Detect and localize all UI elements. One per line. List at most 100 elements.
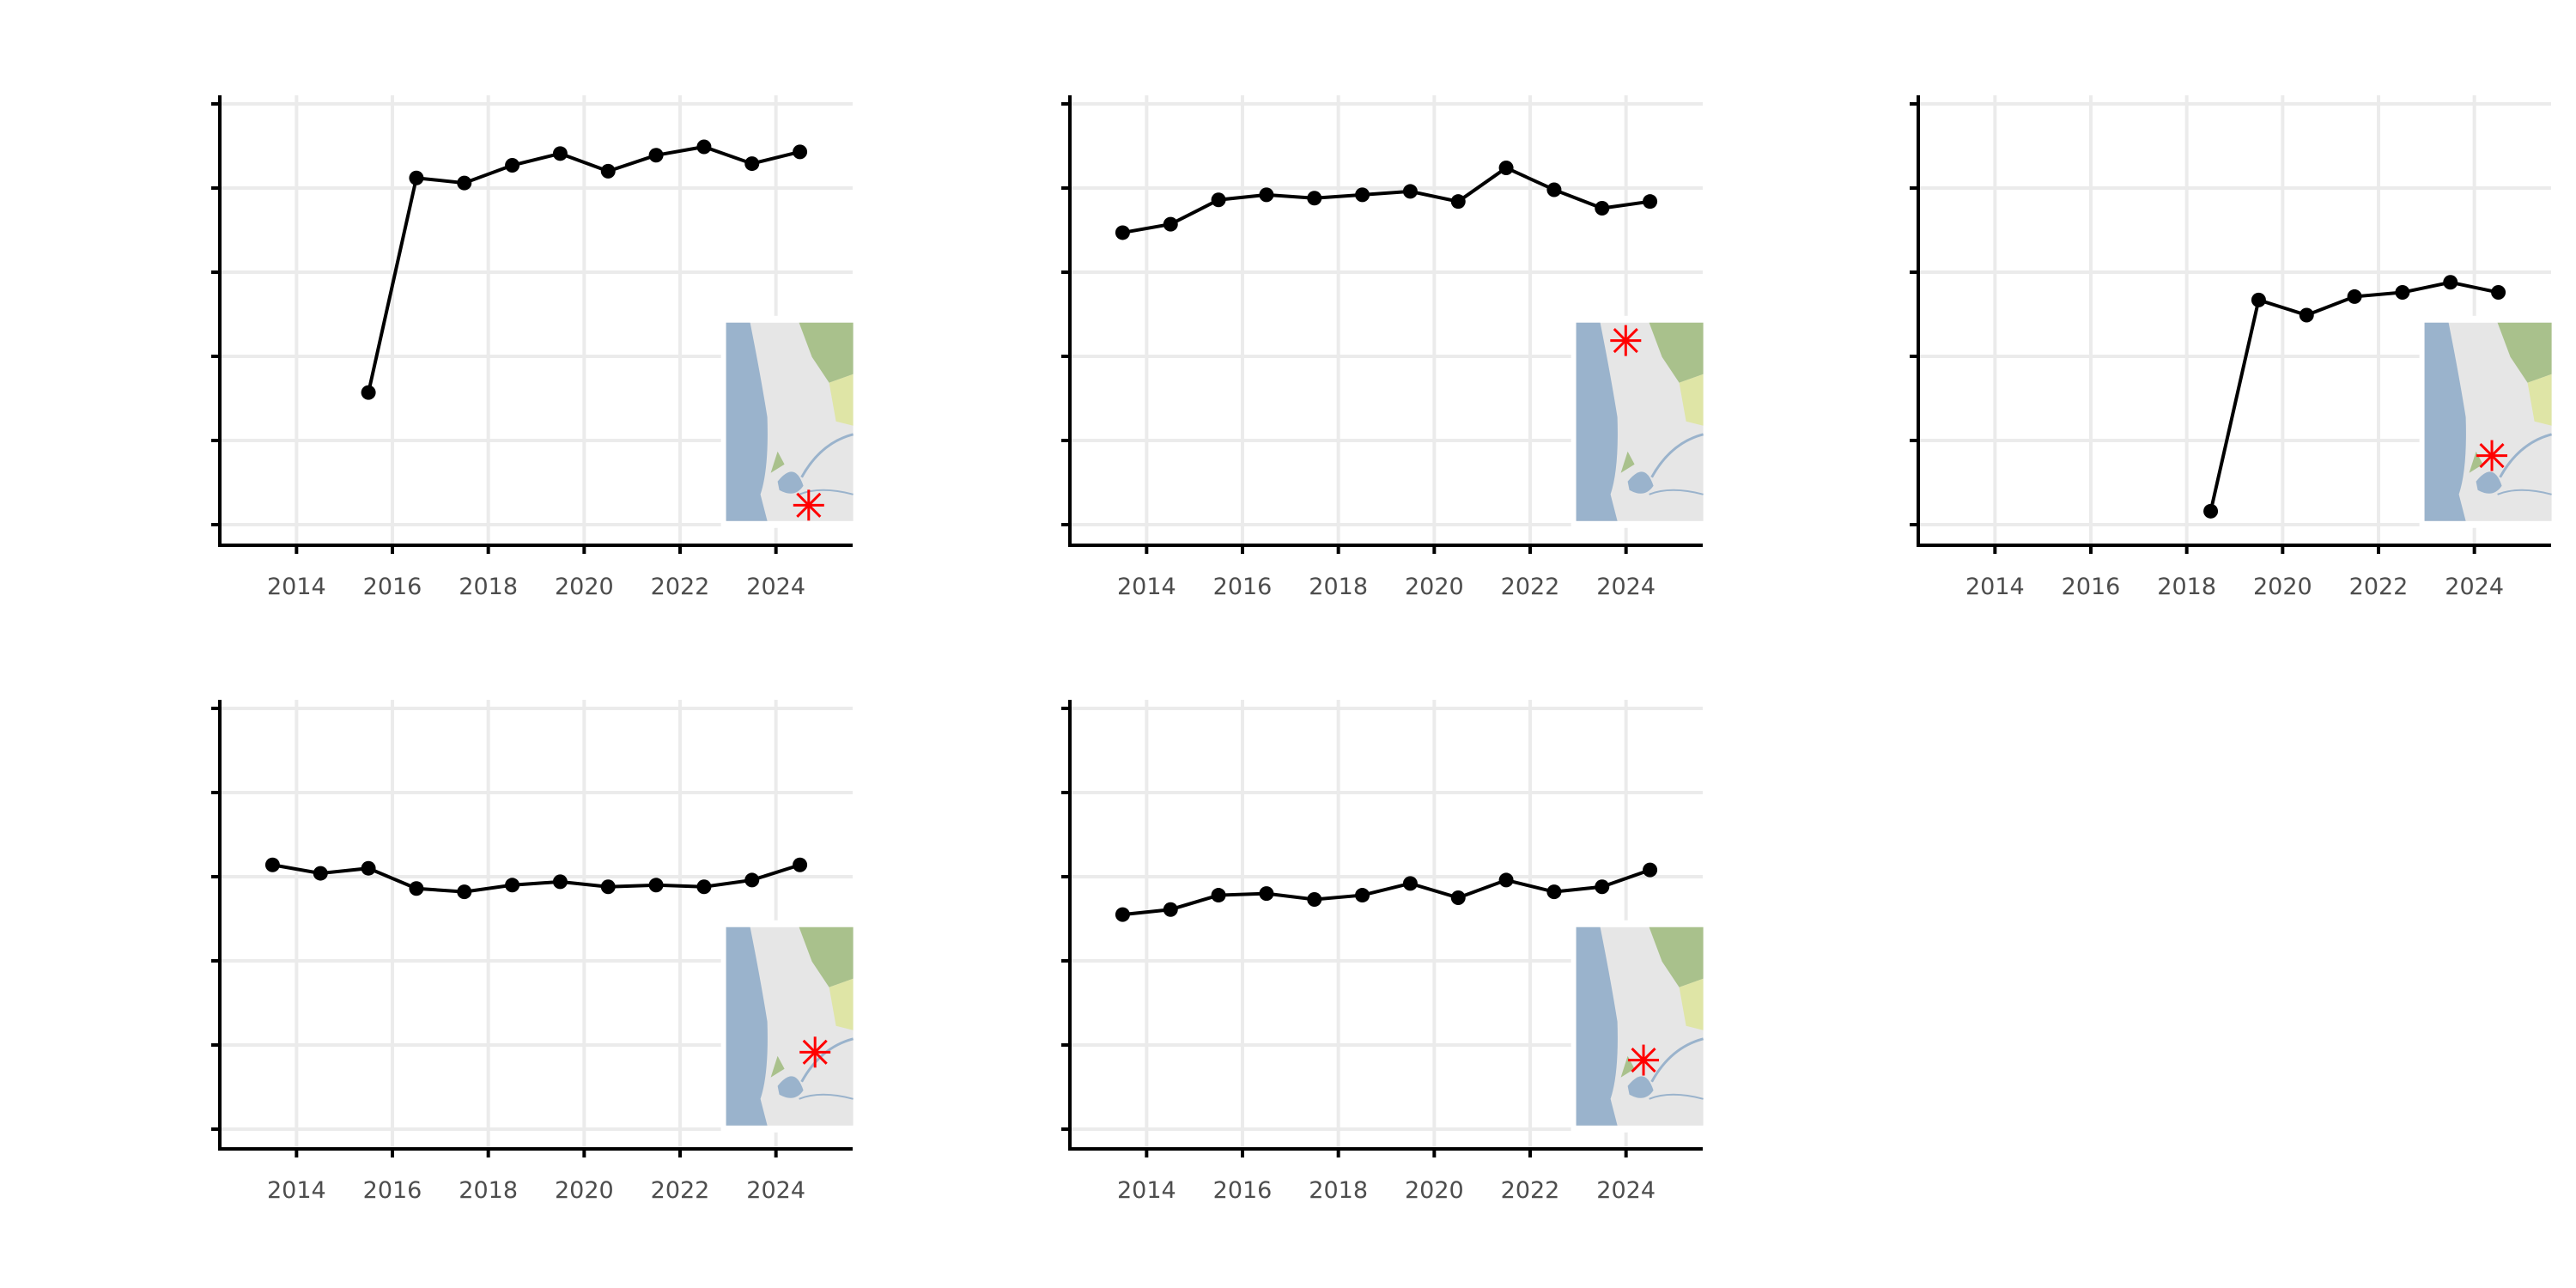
panel-4: 2014 2016 2018 2020 2022 2024	[211, 700, 859, 1204]
forest-patch	[1620, 1055, 1635, 1078]
data-point	[457, 884, 472, 900]
data-point	[1355, 187, 1370, 203]
data-point	[1450, 194, 1466, 210]
river	[1649, 489, 1704, 495]
data-point	[600, 163, 616, 179]
data-point	[1402, 184, 1418, 199]
data-point	[1402, 876, 1418, 891]
star-arm	[796, 492, 822, 518]
x-tick-label: 2016	[1213, 1177, 1273, 1204]
river	[800, 1037, 854, 1083]
x-tick-label: 2014	[267, 574, 326, 600]
sea-area	[1576, 322, 1618, 521]
data-point	[2395, 285, 2410, 301]
data-point	[2491, 285, 2506, 301]
sea-area	[726, 322, 768, 521]
star-arm	[802, 1039, 828, 1065]
inset-map	[1571, 920, 1709, 1133]
inset-map	[1571, 315, 1709, 528]
forest-patch	[770, 451, 785, 473]
inset-map	[2419, 315, 2557, 528]
data-point	[744, 872, 760, 888]
river	[1650, 433, 1704, 478]
scrub-area	[1679, 374, 1704, 426]
data-point	[457, 175, 472, 191]
data-point	[1355, 888, 1370, 903]
x-tick-label: 2024	[746, 1177, 805, 1204]
sea-area	[726, 927, 768, 1126]
x-tick-label: 2014	[1965, 574, 2025, 600]
data-point	[1546, 884, 1562, 900]
forest-area	[1649, 322, 1704, 383]
data-point	[1307, 191, 1322, 206]
data-point	[1163, 216, 1178, 232]
data-point	[2443, 275, 2458, 290]
data-point	[2251, 292, 2266, 307]
data-point	[793, 857, 808, 872]
x-tick-label: 2016	[363, 574, 422, 600]
x-tick-label: 2022	[1501, 574, 1560, 600]
data-point	[505, 878, 520, 893]
series-line	[272, 863, 801, 894]
estuary	[1627, 1076, 1654, 1098]
inset-map	[720, 920, 859, 1133]
forest-patch	[1620, 451, 1635, 473]
data-point	[361, 860, 376, 876]
data-point	[2347, 289, 2362, 304]
panel-5: 2014 2016 2018 2020 2022 2024	[1061, 700, 1709, 1204]
data-point	[1595, 201, 1610, 216]
series-line	[1122, 166, 1650, 234]
data-point	[2299, 307, 2314, 323]
data-point	[1115, 907, 1130, 922]
data-point	[1595, 879, 1610, 895]
data-point	[648, 878, 664, 893]
data-point	[409, 881, 424, 896]
river	[799, 1093, 854, 1100]
x-tick-label: 2022	[651, 1177, 710, 1204]
forest-patch	[2469, 451, 2483, 473]
data-point	[1115, 225, 1130, 240]
x-tick-label: 2014	[267, 1177, 326, 1204]
location-star-icon	[1628, 1044, 1660, 1076]
estuary	[777, 1076, 804, 1098]
forest-area	[1649, 927, 1704, 987]
data-point	[361, 385, 376, 400]
data-point	[2203, 503, 2219, 519]
forest-patch	[770, 1055, 785, 1078]
x-tick-label: 2022	[2349, 574, 2409, 600]
location-star-icon	[793, 489, 824, 521]
x-tick-label: 2020	[2253, 574, 2312, 600]
sea-area	[2424, 322, 2466, 521]
x-tick-label: 2014	[1117, 574, 1176, 600]
estuary	[777, 471, 804, 494]
data-point	[1307, 891, 1322, 907]
x-tick-label: 2024	[2445, 574, 2504, 600]
x-tick-label: 2018	[459, 574, 518, 600]
data-point	[1211, 888, 1226, 903]
sea-area	[1576, 927, 1618, 1126]
estuary	[2476, 471, 2502, 494]
x-tick-label: 2016	[363, 1177, 422, 1204]
data-point	[409, 170, 424, 185]
data-point	[1211, 192, 1226, 208]
data-point	[1259, 886, 1274, 902]
data-point	[1643, 862, 1658, 878]
star-arm	[1613, 328, 1638, 354]
river	[1650, 1037, 1704, 1083]
data-point	[744, 156, 760, 172]
scrub-area	[2527, 374, 2552, 426]
data-point	[552, 146, 568, 161]
x-tick-label: 2014	[1117, 1177, 1176, 1204]
data-point	[696, 139, 712, 155]
star-arm	[1631, 1048, 1656, 1073]
x-tick-label: 2020	[555, 1177, 614, 1204]
data-point	[648, 148, 664, 163]
location-star-icon	[1610, 325, 1642, 356]
scrub-area	[1679, 978, 1704, 1030]
forest-area	[799, 322, 854, 383]
data-point	[264, 857, 280, 872]
data-point	[313, 866, 328, 881]
x-tick-label: 2024	[746, 574, 805, 600]
location-star-icon	[799, 1036, 831, 1068]
forest-area	[799, 927, 854, 987]
